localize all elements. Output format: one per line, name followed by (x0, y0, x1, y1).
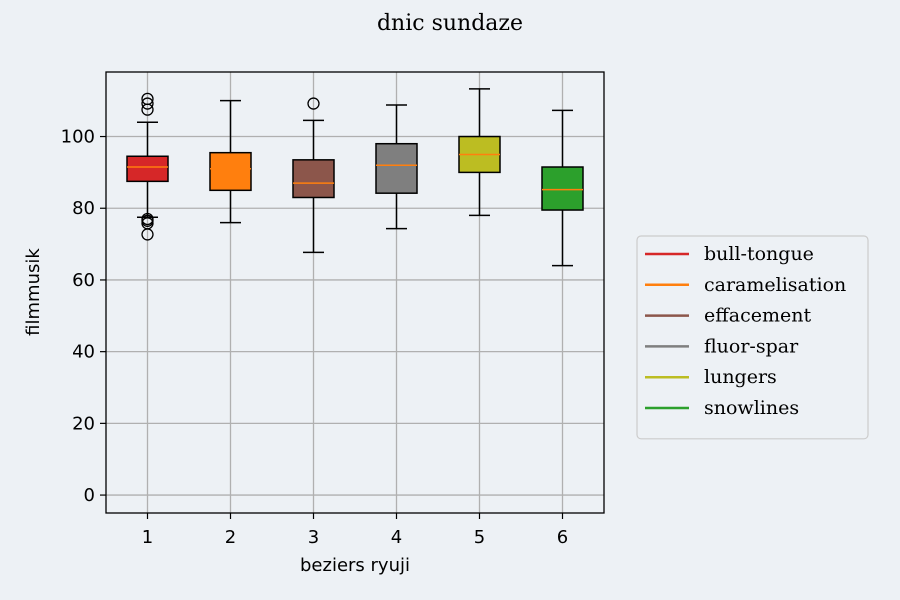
legend-entry-label: lungers (704, 366, 777, 388)
box-iqr (209, 151, 252, 192)
x-tick-label: 6 (557, 527, 568, 548)
plot-area (106, 72, 604, 513)
legend-box (636, 235, 869, 440)
box-iqr (292, 159, 335, 199)
chart-title: dnic sundaze (377, 11, 523, 36)
box-iqr (375, 142, 418, 194)
y-tick-label: 20 (72, 413, 95, 434)
y-tick-label: 40 (72, 342, 95, 363)
x-tick-label: 1 (142, 527, 153, 548)
box-group-snowlines (541, 109, 584, 267)
x-tick-label: 5 (474, 527, 485, 548)
box-group-lungers (458, 88, 501, 217)
x-tick-label: 4 (391, 527, 402, 548)
plot-frame (105, 71, 605, 514)
box-iqr (541, 166, 584, 211)
x-axis-label: beziers ryuji (300, 555, 410, 576)
x-tick-label: 2 (225, 527, 236, 548)
y-tick-label: 80 (72, 198, 95, 219)
legend-entry-label: bull-tongue (704, 243, 814, 265)
y-axis-label: filmmusik (23, 248, 44, 336)
legend: bull-tongue caramelisation effacement fluor… (636, 235, 869, 440)
box-iqr (126, 155, 169, 183)
y-tick-label: 60 (72, 270, 95, 291)
y-tick-label: 100 (61, 127, 95, 148)
legend-entry-label: fluor-spar (704, 335, 799, 357)
legend-entry-label: caramelisation (704, 274, 846, 296)
outlier-point (141, 212, 154, 226)
outlier-point (141, 97, 154, 110)
box-group-fluor-spar (375, 104, 418, 230)
legend-entry-label: snowlines (704, 397, 799, 419)
box-group-effacement (292, 97, 335, 254)
x-tick-label: 3 (308, 527, 319, 548)
box-group-bull-tongue (126, 92, 169, 241)
y-tick-label: 0 (84, 485, 95, 506)
legend-entry-label: effacement (704, 305, 811, 327)
outlier-point (307, 97, 320, 110)
box-group-caramelisation (209, 99, 252, 224)
outlier-point (141, 92, 154, 106)
